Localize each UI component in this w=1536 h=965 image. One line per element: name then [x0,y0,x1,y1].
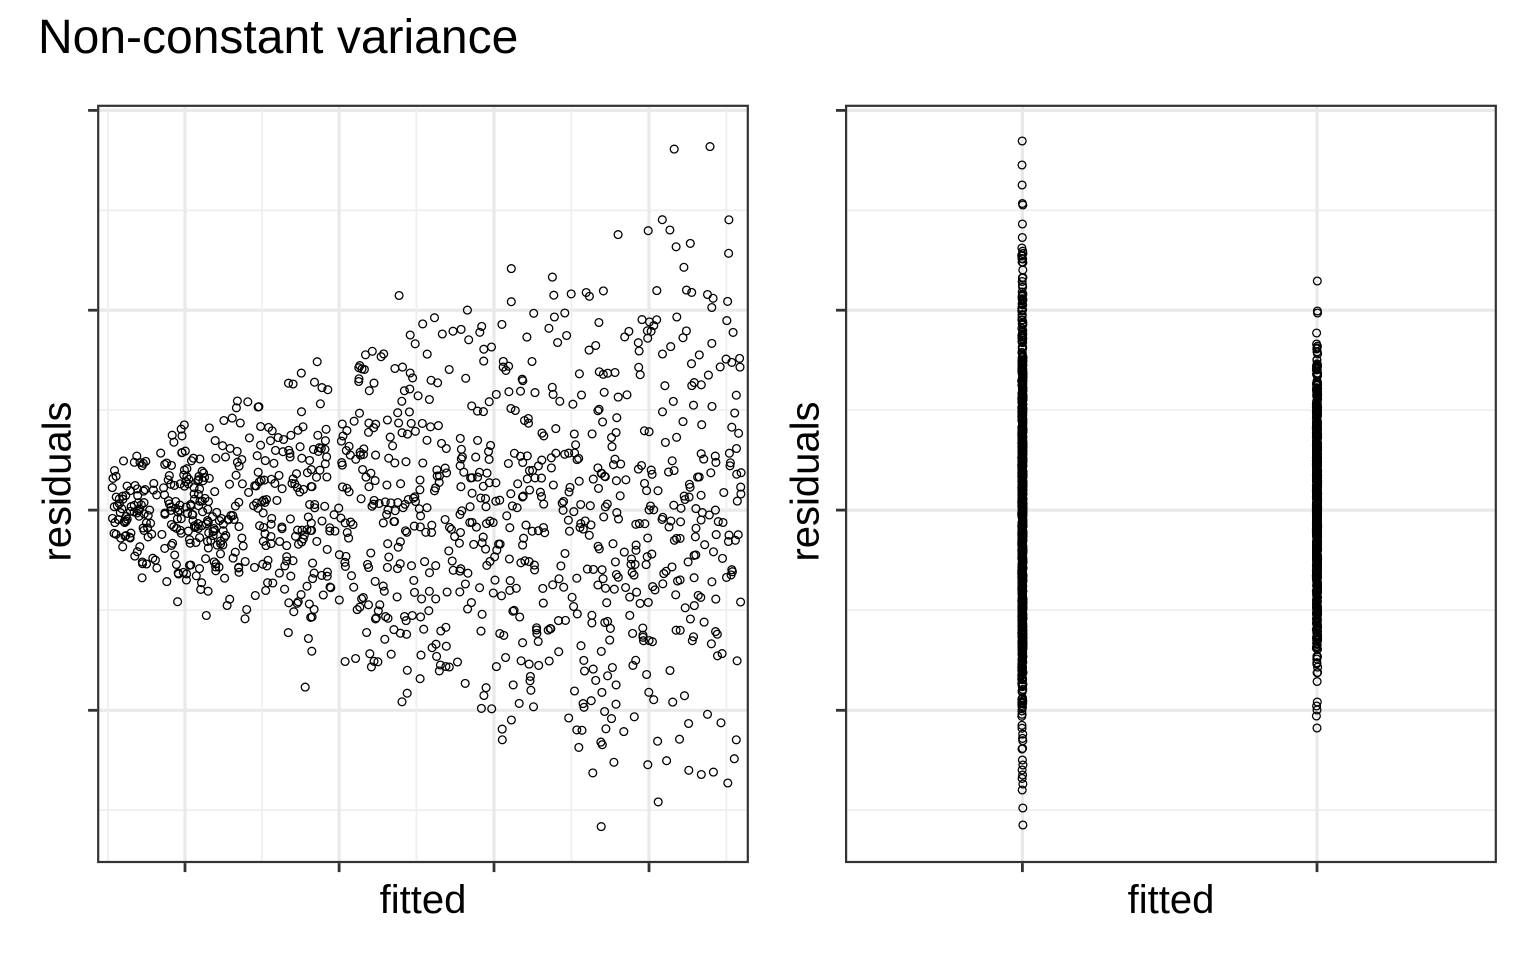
svg-text:fitted: fitted [1128,878,1215,922]
svg-text:Non-constant variance: Non-constant variance [38,11,518,64]
svg-text:residuals: residuals [36,401,80,561]
svg-text:residuals: residuals [784,401,828,561]
svg-text:fitted: fitted [380,878,467,922]
